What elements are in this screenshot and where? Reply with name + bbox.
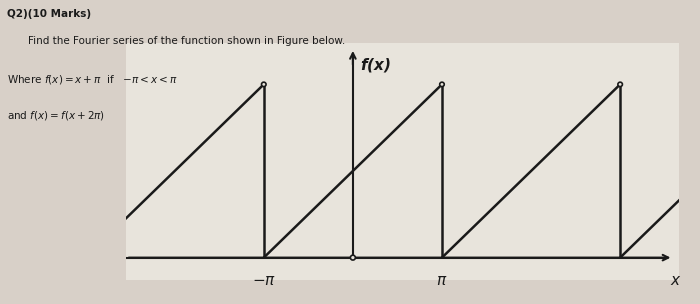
Text: $\mathit{x}$: $\mathit{x}$ bbox=[671, 273, 682, 288]
Text: and $f(x) = f(x+ 2\pi)$: and $f(x) = f(x+ 2\pi)$ bbox=[7, 109, 105, 123]
Circle shape bbox=[262, 82, 266, 87]
Text: $\pi$: $\pi$ bbox=[436, 273, 448, 288]
Text: $-\pi$: $-\pi$ bbox=[252, 273, 276, 288]
Circle shape bbox=[351, 255, 356, 260]
Text: Q2)(10 Marks): Q2)(10 Marks) bbox=[7, 9, 91, 19]
Circle shape bbox=[440, 82, 444, 87]
Circle shape bbox=[618, 82, 622, 87]
Text: Find the Fourier series of the function shown in Figure below.: Find the Fourier series of the function … bbox=[28, 36, 345, 47]
Circle shape bbox=[83, 82, 88, 87]
Text: Where $f(x) = x+\pi$  if   $-\pi < x < \pi$: Where $f(x) = x+\pi$ if $-\pi < x < \pi$ bbox=[7, 73, 178, 86]
Text: $\bfit{f(x)}$: $\bfit{f(x)}$ bbox=[360, 56, 391, 74]
